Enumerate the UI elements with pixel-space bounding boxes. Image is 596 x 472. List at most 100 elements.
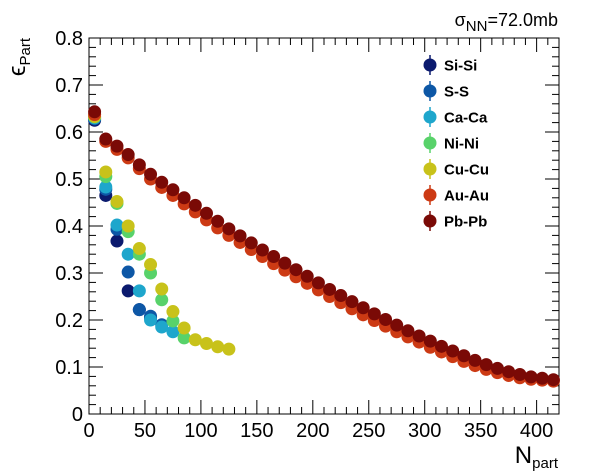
data-point — [490, 361, 504, 375]
data-point — [99, 180, 113, 194]
data-point — [144, 258, 158, 272]
data-point — [144, 167, 158, 181]
x-tick-label: 400 — [520, 420, 553, 442]
x-tick-label: 150 — [240, 420, 273, 442]
data-point — [233, 229, 247, 243]
x-tick-label: 200 — [296, 420, 329, 442]
y-tick-label: 0.2 — [55, 310, 83, 332]
x-tick-label: 350 — [464, 420, 497, 442]
legend-label: S-S — [444, 84, 469, 101]
data-point — [132, 284, 146, 298]
annotation-symbol: σ — [455, 10, 466, 30]
data-point — [200, 337, 213, 350]
legend-marker — [423, 110, 437, 124]
legend-marker — [423, 162, 437, 176]
legend-marker — [423, 58, 437, 72]
legend-marker — [423, 136, 437, 150]
data-point — [144, 313, 158, 327]
data-point — [166, 305, 180, 319]
legend-label: Ca-Ca — [444, 110, 488, 127]
legend-marker — [423, 84, 437, 98]
axis-ticks — [88, 37, 560, 415]
y-tick-label: 0.6 — [55, 122, 83, 144]
data-point — [121, 265, 135, 279]
y-tick-label: 0.4 — [55, 216, 83, 238]
legend-item-au-au: Au-Au — [423, 185, 489, 205]
y-tick-label: 0 — [72, 404, 83, 426]
data-point — [479, 358, 493, 372]
data-point — [110, 218, 124, 232]
x-axis-title-main: N — [515, 442, 532, 469]
data-point — [502, 365, 516, 379]
data-point — [166, 325, 180, 339]
legend-item-si-si: Si-Si — [423, 55, 477, 75]
data-point — [155, 320, 169, 334]
x-axis-title: Npart — [515, 442, 559, 472]
data-point — [132, 158, 146, 172]
x-tick-label: 100 — [184, 420, 217, 442]
x-tick-label: 50 — [134, 420, 156, 442]
data-point — [121, 219, 135, 233]
y-axis-title: ϵPart — [4, 37, 34, 76]
data-point — [546, 373, 560, 387]
legend-marker — [423, 214, 437, 228]
data-point — [423, 334, 437, 348]
data-point — [155, 293, 169, 307]
legend-label: Si-Si — [444, 58, 477, 75]
data-point — [334, 289, 348, 303]
data-point — [367, 307, 381, 321]
data-point — [356, 301, 370, 315]
x-axis-title-sub: part — [532, 455, 559, 472]
x-tick-label: 250 — [352, 420, 385, 442]
data-point — [457, 349, 471, 363]
legend-label: Pb-Pb — [444, 214, 487, 231]
data-point — [99, 132, 113, 146]
y-tick-label: 0.5 — [55, 169, 83, 191]
legend-item-ca-ca: Ca-Ca — [423, 107, 488, 127]
legend-item-s-s: S-S — [423, 81, 469, 101]
annotation: σNN=72.0mb — [455, 10, 558, 35]
y-tick-label: 0.8 — [55, 28, 83, 50]
series-au-au — [88, 108, 560, 388]
data-point — [166, 183, 180, 197]
annotation-sub: NN — [466, 18, 488, 35]
data-point — [401, 324, 415, 338]
data-point — [412, 329, 426, 343]
data-point — [390, 318, 404, 332]
data-point — [177, 191, 191, 205]
data-point — [244, 236, 258, 250]
data-point — [323, 282, 337, 296]
data-point — [211, 214, 225, 228]
data-point — [535, 371, 549, 385]
data-point — [513, 368, 527, 382]
legend: Si-Si S-S Ca-Ca Ni-Ni Cu-Cu Au-Au Pb-Pb — [423, 55, 489, 231]
data-point — [132, 303, 146, 317]
data-point — [222, 222, 236, 236]
data-point — [289, 263, 303, 277]
data-point — [222, 342, 236, 356]
data-point — [110, 234, 124, 248]
data-point — [177, 331, 191, 345]
data-point — [267, 250, 281, 264]
data-point — [435, 339, 448, 353]
y-axis-title-main: ϵ — [4, 66, 31, 77]
data-point — [278, 256, 292, 270]
data-point — [155, 175, 169, 189]
data-point — [121, 247, 135, 261]
y-axis-title-sub: Part — [17, 37, 34, 65]
annotation-rest: =72.0mb — [487, 10, 558, 30]
x-tick-label: 0 — [83, 420, 94, 442]
data-point — [311, 276, 325, 290]
data-point — [99, 165, 113, 179]
y-tick-label: 0.7 — [55, 75, 83, 97]
data-point — [345, 295, 359, 309]
legend-item-pb-pb: Pb-Pb — [423, 211, 487, 231]
legend-label: Ni-Ni — [444, 136, 479, 153]
data-point — [166, 314, 180, 328]
data-point — [211, 340, 225, 354]
x-tick-label: 300 — [408, 420, 441, 442]
data-point — [200, 206, 213, 220]
tick-labels: 0 50 100 150 200 250 300 350 400 0 0.1 0.2 0.3 0.4 0.5… — [55, 28, 553, 442]
data-point — [155, 282, 169, 296]
